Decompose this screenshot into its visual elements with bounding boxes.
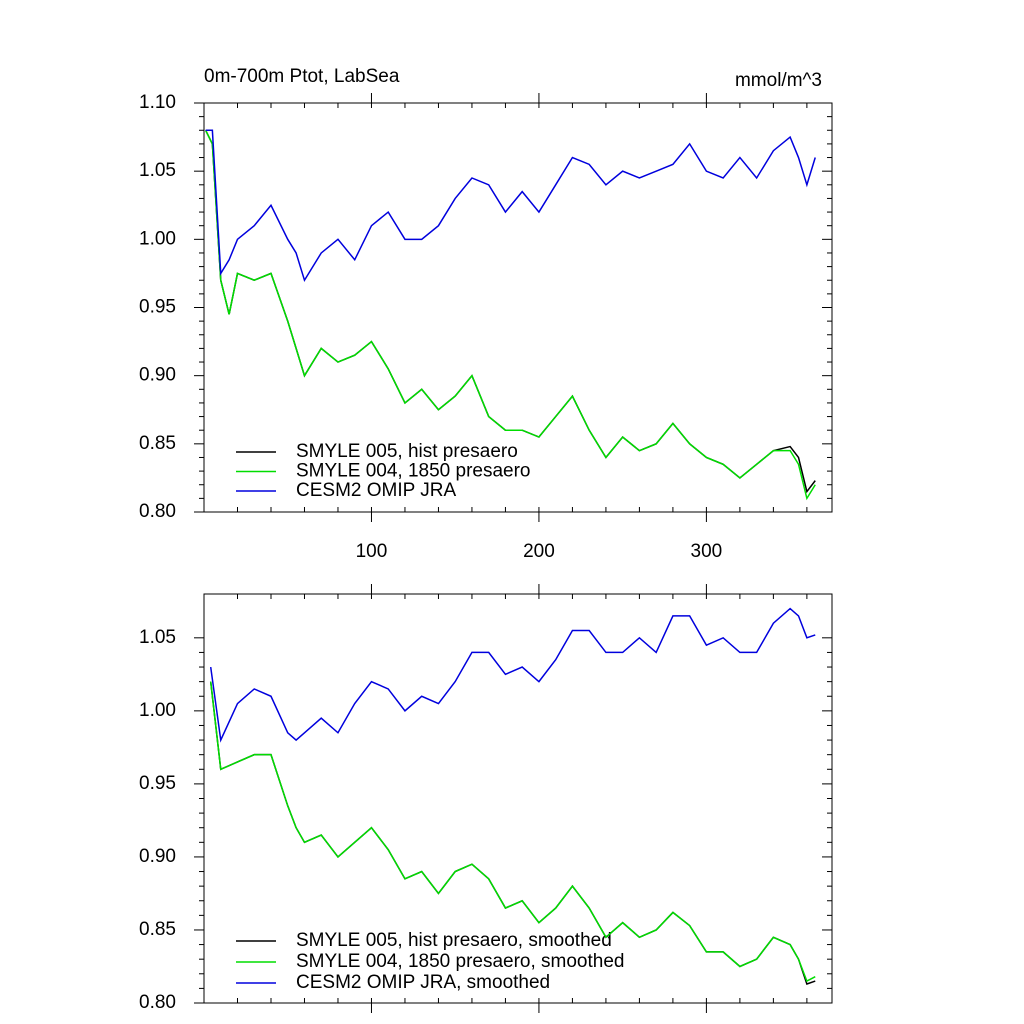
y-tick-label: 1.05 (139, 627, 176, 648)
y-tick-label: 0.90 (139, 365, 176, 386)
y-tick-label: 0.85 (139, 919, 176, 940)
legend-label: SMYLE 005, hist presaero, smoothed (296, 930, 612, 951)
legend-label: SMYLE 004, 1850 presaero (296, 461, 531, 482)
series-line (209, 681, 816, 983)
y-tick-label: 1.05 (139, 160, 176, 181)
y-tick-label: 0.80 (139, 501, 176, 522)
y-tick-label: 0.95 (139, 773, 176, 794)
chart-title: 0m-700m Ptot, LabSea (204, 66, 400, 87)
x-tick-label: 200 (523, 541, 555, 562)
y-tick-label: 0.90 (139, 846, 176, 867)
legend-label: CESM2 OMIP JRA (296, 480, 456, 501)
y-tick-label: 0.80 (139, 992, 176, 1013)
legend-label: SMYLE 004, 1850 presaero, smoothed (296, 951, 624, 972)
series-line (204, 129, 816, 501)
series-line (204, 129, 816, 494)
y-tick-label: 1.00 (139, 228, 176, 249)
series-line (209, 607, 816, 743)
units-label: mmol/m^3 (735, 70, 822, 91)
x-tick-label: 300 (691, 541, 723, 562)
x-tick-label: 100 (356, 541, 388, 562)
y-tick-label: 1.00 (139, 700, 176, 721)
legend-label: CESM2 OMIP JRA, smoothed (296, 972, 550, 993)
y-tick-label: 0.85 (139, 433, 176, 454)
legend-label: SMYLE 005, hist presaero (296, 441, 518, 462)
y-tick-label: 0.95 (139, 297, 176, 318)
y-tick-label: 1.10 (139, 92, 176, 113)
series-line (205, 129, 816, 283)
